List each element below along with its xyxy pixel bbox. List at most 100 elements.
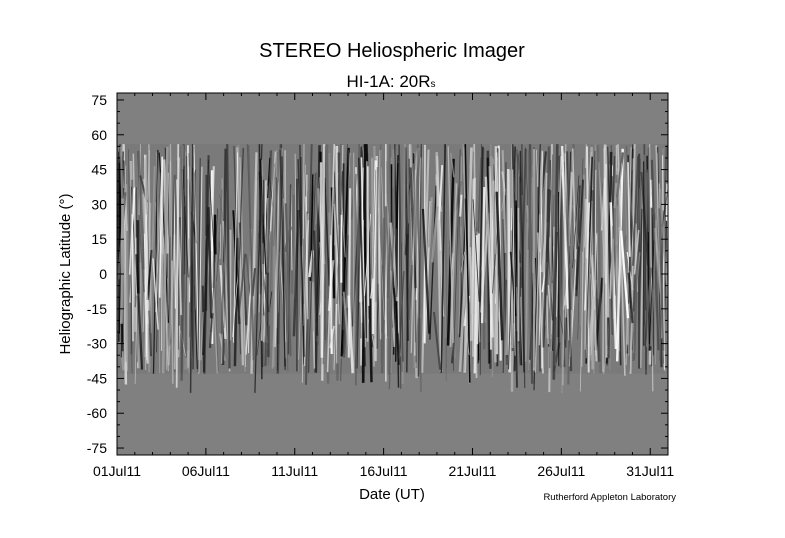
texture-streak <box>264 184 271 246</box>
texture-streak <box>161 146 169 374</box>
texture-streak <box>484 176 494 338</box>
texture-streak <box>565 151 573 372</box>
texture-streak <box>302 238 305 304</box>
texture-streak <box>171 175 175 261</box>
y-tick-label: -15 <box>87 301 107 317</box>
texture-streak <box>160 159 164 351</box>
texture-streak <box>408 145 410 224</box>
texture-streak <box>617 167 621 352</box>
texture-streak <box>618 163 622 194</box>
y-axis-label: Heliographic Latitude (°) <box>57 193 74 354</box>
texture-streak <box>414 299 418 363</box>
texture-streak <box>597 162 607 284</box>
texture-streak <box>281 156 286 367</box>
texture-streak <box>192 169 196 370</box>
texture-streak <box>198 166 203 374</box>
texture-streak <box>148 165 156 373</box>
y-tick-label: 30 <box>91 196 107 212</box>
texture-streak <box>173 175 176 309</box>
texture-streak <box>527 150 533 360</box>
texture-streak <box>633 229 640 275</box>
texture-streak <box>299 156 303 246</box>
texture-streak <box>552 144 559 380</box>
texture-streak <box>175 144 180 388</box>
texture-streak <box>386 161 388 337</box>
texture-streak <box>447 146 454 357</box>
texture-streak <box>366 166 370 306</box>
texture-streak <box>247 144 255 361</box>
texture-streak <box>117 159 120 299</box>
texture-streak <box>450 342 455 364</box>
texture-streak <box>438 165 444 220</box>
texture-streak <box>210 166 215 241</box>
texture-streak <box>303 220 310 367</box>
texture-streak <box>276 144 283 374</box>
texture-streak <box>186 238 190 370</box>
texture-streak <box>433 311 442 370</box>
texture-streak <box>596 144 602 373</box>
x-tick-label: 31Jul11 <box>626 463 674 479</box>
texture-streak <box>525 222 528 357</box>
texture-streak <box>312 331 316 369</box>
texture-streak <box>273 178 279 247</box>
texture-streak <box>398 144 402 389</box>
texture-streak <box>239 157 247 367</box>
texture-streak <box>283 249 289 333</box>
y-tick-label: 15 <box>91 231 107 247</box>
texture-streak <box>226 144 231 369</box>
chart-subtitle-subscript: s <box>431 79 436 90</box>
texture-streak <box>538 151 544 346</box>
texture-streak <box>413 155 416 343</box>
texture-streak <box>290 194 295 294</box>
texture-streak <box>627 162 631 257</box>
texture-streak <box>465 327 470 356</box>
texture-streak <box>627 272 634 324</box>
texture-streak <box>409 260 414 320</box>
texture-streak <box>376 166 383 340</box>
texture-streak <box>610 225 615 334</box>
texture-streak <box>136 150 146 270</box>
texture-streak <box>245 277 253 355</box>
x-tick-label: 11Jul11 <box>271 463 318 479</box>
x-tick-label: 06Jul11 <box>182 463 230 479</box>
texture-streak <box>662 155 665 371</box>
texture-streak <box>491 221 499 294</box>
texture-streak <box>200 311 204 361</box>
texture-streak <box>298 164 306 360</box>
texture-streak <box>237 147 244 298</box>
texture-streak <box>119 146 128 362</box>
texture-streak <box>377 207 385 320</box>
texture-streak <box>572 204 580 247</box>
texture-streak <box>454 182 458 228</box>
texture-streak <box>449 183 458 347</box>
y-tick-label: -30 <box>87 336 107 352</box>
texture-streak <box>219 224 221 259</box>
texture-streak <box>182 169 189 278</box>
texture-streak <box>266 272 270 358</box>
texture-streak <box>180 146 187 357</box>
texture-streak <box>561 144 567 394</box>
texture-streak <box>264 150 272 367</box>
texture-streak <box>130 179 134 355</box>
data-band-texture <box>117 144 668 394</box>
texture-streak <box>508 146 516 370</box>
texture-streak <box>329 325 335 349</box>
texture-streak <box>302 213 309 326</box>
texture-streak <box>520 148 527 288</box>
texture-streak <box>313 230 319 336</box>
texture-streak <box>240 171 243 350</box>
texture-streak <box>284 203 292 356</box>
texture-streak <box>519 150 525 373</box>
texture-streak <box>277 172 284 313</box>
x-tick-label: 16Jul11 <box>360 463 408 479</box>
texture-streak <box>472 199 480 302</box>
texture-streak <box>279 149 286 370</box>
chart-subtitle-main: HI-1A: 20R <box>346 72 430 91</box>
texture-streak <box>211 250 218 374</box>
texture-streak <box>206 207 213 319</box>
plot-area <box>117 93 668 455</box>
texture-streak <box>297 159 305 357</box>
texture-streak <box>495 191 504 341</box>
texture-streak <box>613 183 618 209</box>
texture-streak <box>534 150 543 373</box>
